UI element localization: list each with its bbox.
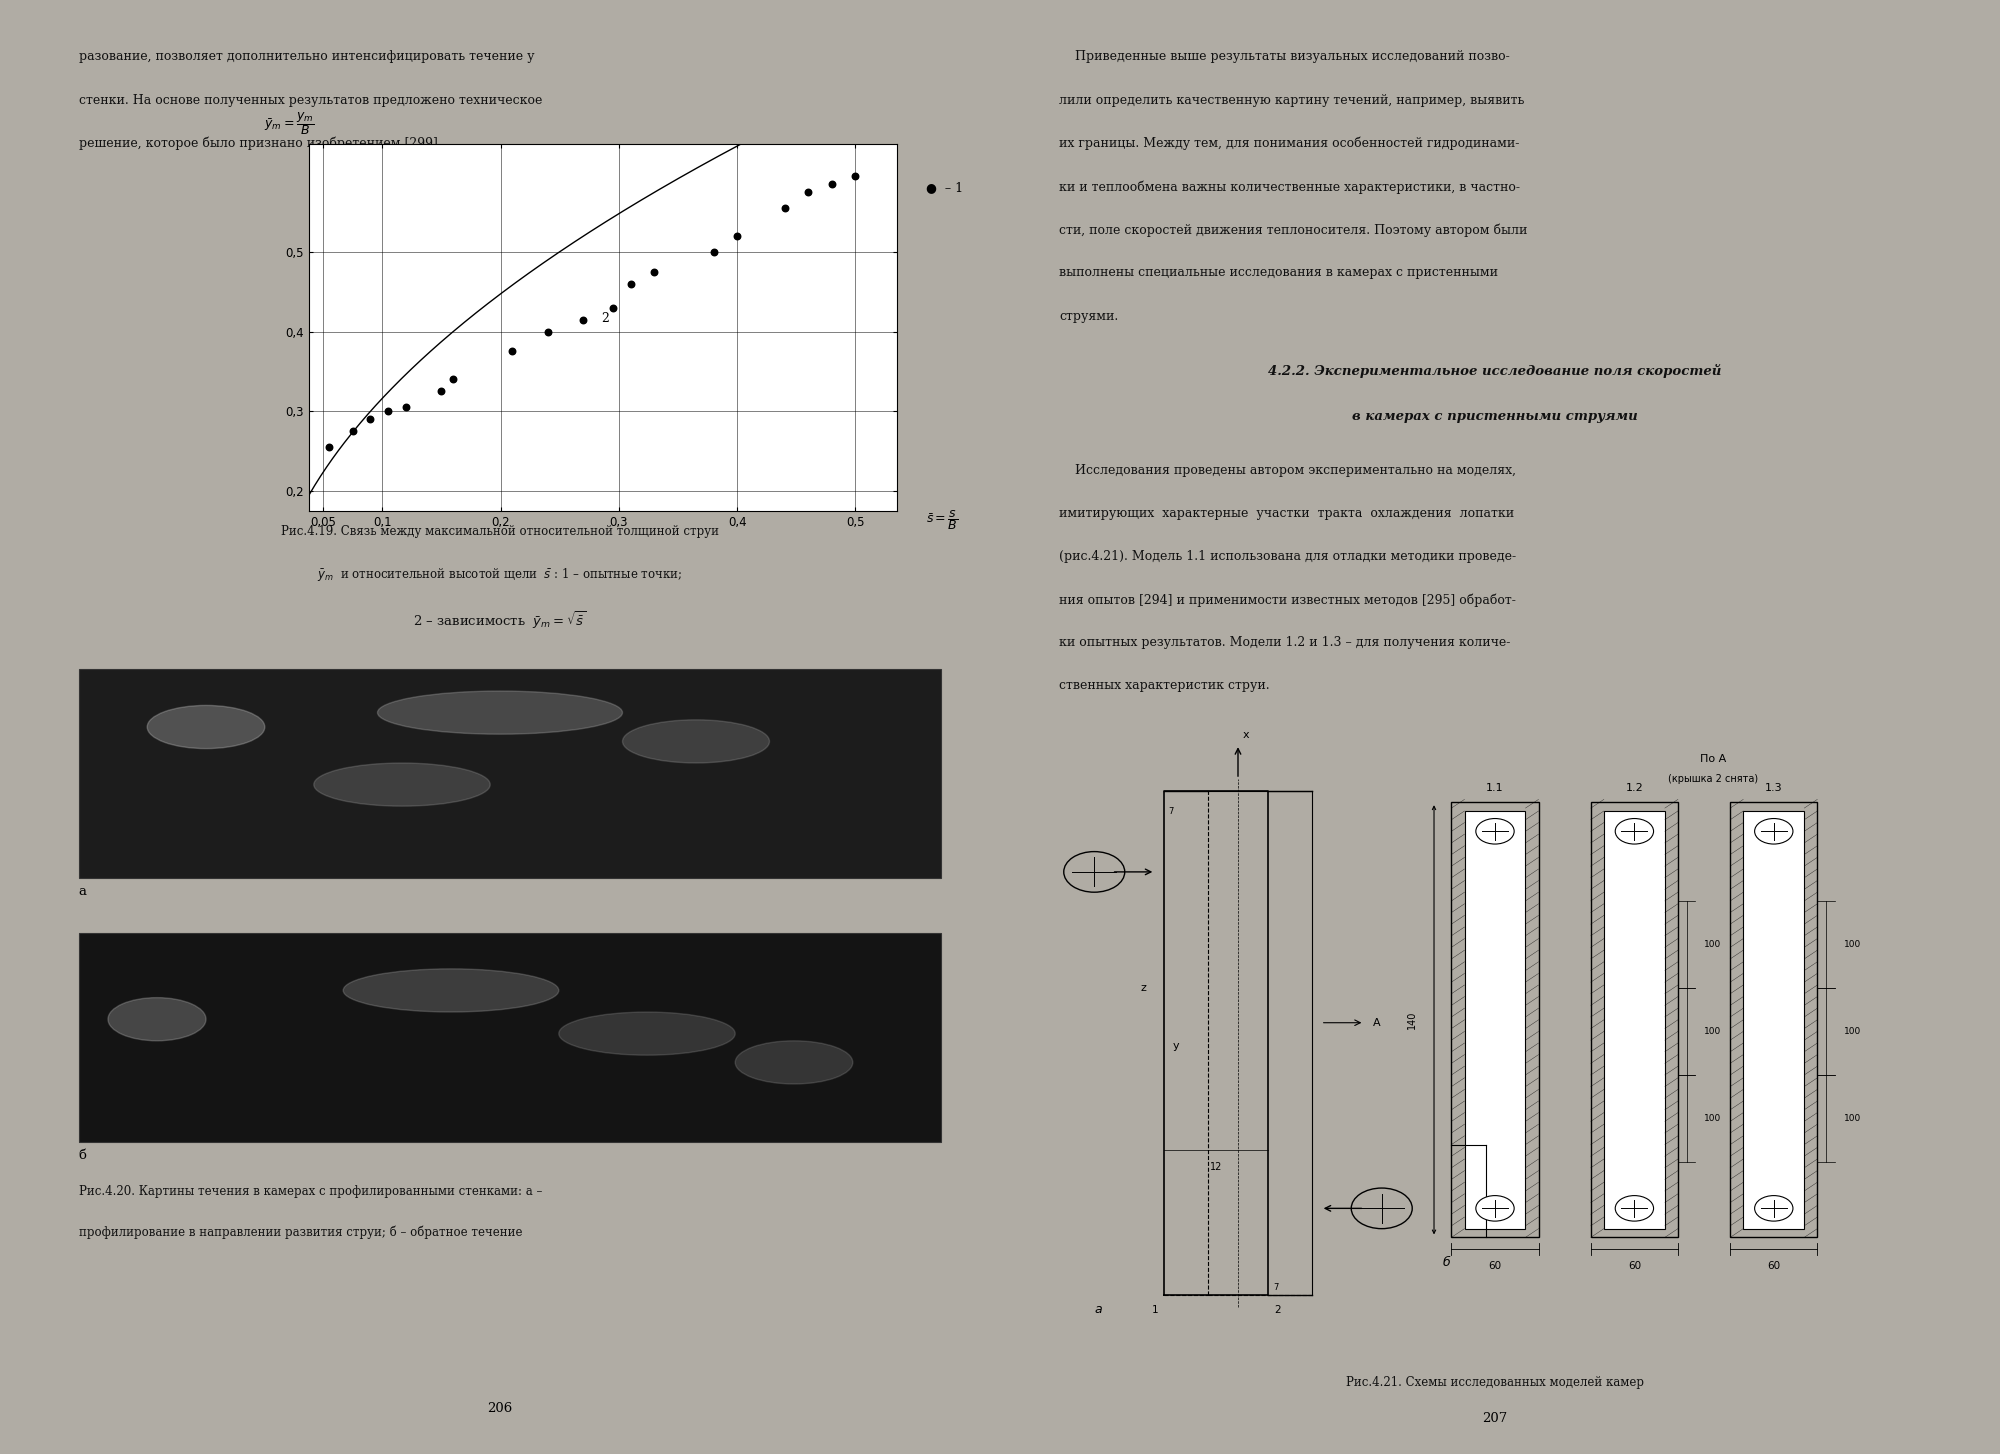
Point — [336, 420, 368, 443]
Bar — [1744, 811, 1804, 1229]
Text: z: z — [1140, 983, 1146, 993]
Text: 60: 60 — [1768, 1261, 1780, 1271]
Text: Рис.4.19. Связь между максимальной относительной толщиной струи: Рис.4.19. Связь между максимальной относ… — [280, 525, 720, 538]
Ellipse shape — [736, 1041, 852, 1085]
Text: б: б — [1442, 1256, 1450, 1269]
Text: разование, позволяет дополнительно интенсифицировать течение у: разование, позволяет дополнительно интен… — [78, 51, 534, 64]
Ellipse shape — [344, 968, 558, 1012]
Ellipse shape — [558, 1012, 736, 1056]
Point — [372, 400, 404, 423]
Point — [390, 395, 422, 419]
Text: а: а — [1094, 1303, 1102, 1316]
Text: профилирование в направлении развития струи; б – обратное течение: профилирование в направлении развития ст… — [78, 1226, 522, 1239]
Point — [698, 240, 730, 263]
Text: 60: 60 — [1628, 1261, 1640, 1271]
Text: б: б — [78, 1149, 86, 1162]
Point — [496, 340, 528, 364]
Text: A: A — [1374, 1018, 1380, 1028]
Text: 1: 1 — [1152, 1304, 1158, 1314]
Point — [768, 196, 800, 220]
Bar — [1464, 811, 1526, 1229]
Ellipse shape — [148, 705, 264, 749]
Point — [314, 436, 346, 459]
Text: Рис.4.20. Картины течения в камерах с профилированными стенками: а –: Рис.4.20. Картины течения в камерах с пр… — [78, 1185, 542, 1198]
Text: $\bar{s} = \dfrac{s}{B}$: $\bar{s} = \dfrac{s}{B}$ — [926, 509, 958, 532]
Text: 100: 100 — [1704, 1114, 1722, 1122]
Text: лили определить качественную картину течений, например, выявить: лили определить качественную картину теч… — [1060, 93, 1524, 106]
Text: 7: 7 — [1168, 807, 1174, 816]
Text: 140: 140 — [1406, 1011, 1416, 1029]
Text: ки опытных результатов. Модели 1.2 и 1.3 – для получения количе-: ки опытных результатов. Модели 1.2 и 1.3… — [1060, 637, 1510, 650]
Text: ки и теплообмена важны количественные характеристики, в частно-: ки и теплообмена важны количественные ха… — [1060, 180, 1520, 193]
Bar — [78, 669, 940, 878]
Text: y: y — [1172, 1041, 1180, 1051]
Text: ственных характеристик струи.: ственных характеристик струи. — [1060, 679, 1270, 692]
Point — [438, 368, 470, 391]
Point — [722, 224, 754, 247]
Text: в камерах с пристенными струями: в камерах с пристенными струями — [1352, 410, 1638, 423]
Text: 2: 2 — [1274, 1304, 1280, 1314]
Text: x: x — [1242, 730, 1248, 740]
Text: стенки. На основе полученных результатов предложено техническое: стенки. На основе полученных результатов… — [78, 93, 542, 106]
Ellipse shape — [108, 997, 206, 1041]
Text: ния опытов [294] и применимости известных методов [295] обработ-: ния опытов [294] и применимости известны… — [1060, 593, 1516, 606]
Text: 1.1: 1.1 — [1486, 782, 1504, 792]
Text: 100: 100 — [1844, 1114, 1860, 1122]
Text: их границы. Между тем, для понимания особенностей гидродинами-: их границы. Между тем, для понимания осо… — [1060, 137, 1520, 150]
Text: Приведенные выше результаты визуальных исследований позво-: Приведенные выше результаты визуальных и… — [1060, 51, 1510, 64]
Text: 12: 12 — [1210, 1162, 1222, 1172]
Text: 100: 100 — [1844, 1027, 1860, 1035]
Circle shape — [1616, 1195, 1654, 1221]
Text: 7: 7 — [1272, 1282, 1278, 1291]
Text: 2 – зависимость  $\bar{y}_m = \sqrt{\bar{s}}$: 2 – зависимость $\bar{y}_m = \sqrt{\bar{… — [414, 609, 586, 631]
Text: 1.3: 1.3 — [1764, 782, 1782, 792]
Text: 206: 206 — [488, 1402, 512, 1415]
Text: 207: 207 — [1482, 1412, 1508, 1425]
Bar — [78, 933, 940, 1141]
Point — [816, 172, 848, 195]
Ellipse shape — [378, 691, 622, 734]
Text: 100: 100 — [1844, 939, 1860, 949]
Circle shape — [1616, 819, 1654, 845]
Point — [792, 180, 824, 204]
Circle shape — [1476, 819, 1514, 845]
Text: (рис.4.21). Модель 1.1 использована для отладки методики проведе-: (рис.4.21). Модель 1.1 использована для … — [1060, 550, 1516, 563]
Text: сти, поле скоростей движения теплоносителя. Поэтому автором были: сти, поле скоростей движения теплоносите… — [1060, 224, 1528, 237]
Text: 1.2: 1.2 — [1626, 782, 1644, 792]
Ellipse shape — [314, 763, 490, 806]
Text: а: а — [78, 885, 86, 899]
Text: 100: 100 — [1704, 1027, 1722, 1035]
Point — [426, 379, 458, 403]
Text: 100: 100 — [1704, 939, 1722, 949]
Text: (крышка 2 снята): (крышка 2 снята) — [1668, 774, 1758, 784]
Text: Исследования проведены автором экспериментально на моделях,: Исследования проведены автором экспериме… — [1060, 464, 1516, 477]
Circle shape — [1754, 1195, 1792, 1221]
Circle shape — [1476, 1195, 1514, 1221]
Point — [596, 297, 628, 320]
Point — [354, 407, 386, 430]
Text: 2: 2 — [602, 313, 610, 326]
Text: струями.: струями. — [1060, 310, 1118, 323]
Text: По А: По А — [1700, 753, 1726, 763]
Point — [638, 260, 670, 284]
Point — [840, 164, 872, 188]
Ellipse shape — [622, 720, 770, 763]
Text: 60: 60 — [1488, 1261, 1502, 1271]
Point — [614, 272, 646, 295]
Text: $\bar{y}_m$  и относительной высотой щели  $\bar{s}$ : 1 – опытные точки;: $\bar{y}_m$ и относительной высотой щели… — [318, 566, 682, 583]
Point — [532, 320, 564, 343]
Text: имитирующих  характерные  участки  тракта  охлаждения  лопатки: имитирующих характерные участки тракта о… — [1060, 507, 1514, 519]
Circle shape — [1754, 819, 1792, 845]
Point — [568, 308, 600, 332]
Text: ●  – 1: ● – 1 — [926, 182, 964, 195]
Text: решение, которое было признано изобретением [299].: решение, которое было признано изобретен… — [78, 137, 442, 150]
Bar — [1604, 811, 1664, 1229]
Text: выполнены специальные исследования в камерах с пристенными: выполнены специальные исследования в кам… — [1060, 266, 1498, 279]
Text: $\bar{y}_m = \dfrac{y_m}{B}$: $\bar{y}_m = \dfrac{y_m}{B}$ — [264, 111, 314, 137]
Text: Рис.4.21. Схемы исследованных моделей камер: Рис.4.21. Схемы исследованных моделей ка… — [1346, 1375, 1644, 1389]
Text: 4.2.2. Экспериментальное исследование поля скоростей: 4.2.2. Экспериментальное исследование по… — [1268, 365, 1722, 378]
